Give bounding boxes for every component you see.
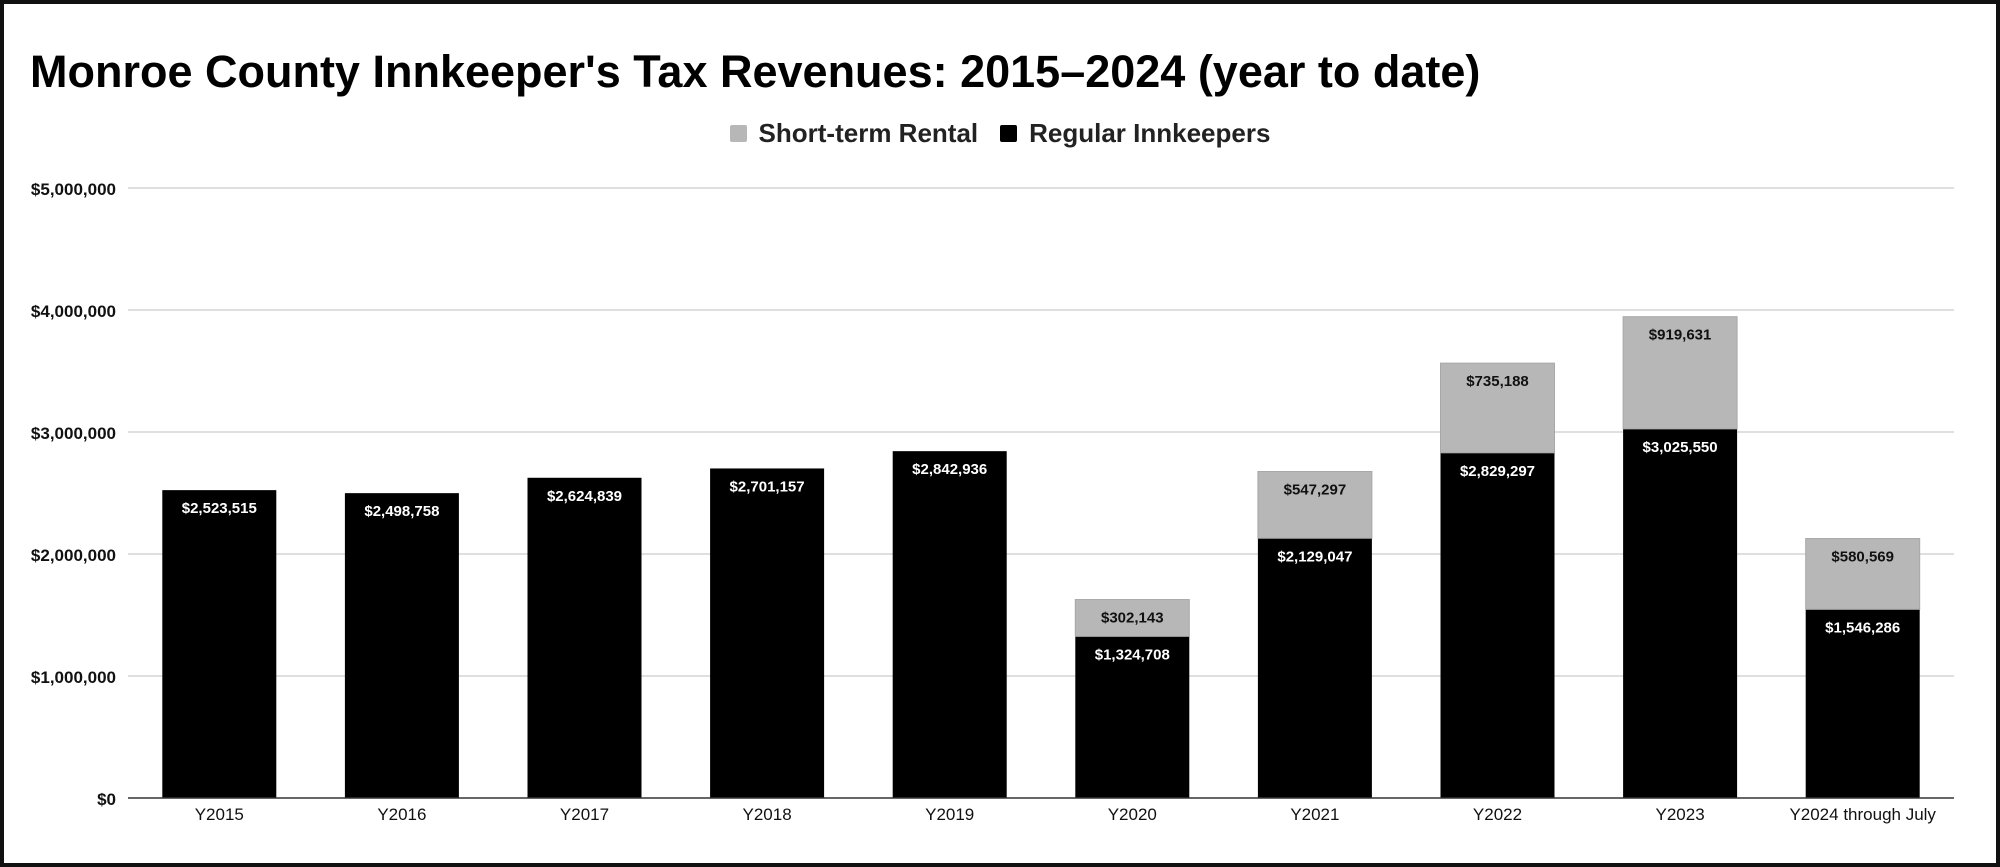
- x-tick-label: Y2022: [1473, 805, 1522, 824]
- x-tick-label: Y2017: [560, 805, 609, 824]
- bar-regular-innkeepers: [892, 451, 1007, 798]
- data-label-short-term-rental: $735,188: [1466, 373, 1529, 390]
- x-tick-label: Y2019: [925, 805, 974, 824]
- x-tick-label: Y2020: [1108, 805, 1157, 824]
- data-label-regular-innkeepers: $2,829,297: [1460, 463, 1535, 480]
- data-label-short-term-rental: $580,569: [1831, 549, 1894, 566]
- bar-short-term-rental: [1257, 470, 1373, 539]
- data-label-regular-innkeepers: $2,498,758: [364, 503, 439, 520]
- y-tick-label: $2,000,000: [31, 546, 116, 565]
- data-label-regular-innkeepers: $1,546,286: [1825, 619, 1900, 636]
- bar-regular-innkeepers: [1805, 609, 1920, 798]
- data-label-short-term-rental: $302,143: [1101, 610, 1164, 627]
- legend-label-short-term-rental: Short-term Rental: [758, 118, 979, 148]
- legend-swatch-short-term-rental: [729, 125, 747, 142]
- bar-regular-innkeepers: [1440, 452, 1555, 798]
- legend-entry-regular-innkeepers: Regular Innkeepers: [1000, 118, 1270, 149]
- bar-regular-innkeepers: [344, 493, 459, 798]
- data-label-regular-innkeepers: $2,842,936: [912, 461, 987, 478]
- bar-regular-innkeepers: [527, 477, 642, 798]
- data-label-regular-innkeepers: $2,523,515: [182, 500, 257, 517]
- data-label-regular-innkeepers: $3,025,550: [1643, 439, 1718, 456]
- bar-short-term-rental: [1622, 316, 1738, 430]
- bar-regular-innkeepers: [1075, 636, 1190, 798]
- bar-regular-innkeepers: [1257, 538, 1372, 798]
- data-label-regular-innkeepers: $2,701,157: [730, 478, 805, 495]
- data-label-regular-innkeepers: $2,624,839: [547, 488, 622, 505]
- x-tick-label: Y2024 through July: [1789, 805, 1936, 824]
- y-tick-label: $3,000,000: [31, 424, 116, 443]
- data-label-short-term-rental: $547,297: [1284, 481, 1347, 498]
- chart-legend: Short-term Rental Regular Innkeepers: [0, 118, 2000, 149]
- bar-short-term-rental: [1440, 362, 1555, 454]
- x-tick-label: Y2021: [1290, 805, 1339, 824]
- x-tick-label: Y2023: [1656, 805, 1705, 824]
- x-tick-label: Y2016: [377, 805, 426, 824]
- y-tick-label: $4,000,000: [31, 302, 116, 321]
- bar-regular-innkeepers: [162, 490, 277, 798]
- bar-short-term-rental: [1805, 538, 1921, 610]
- chart-title: Monroe County Innkeeper's Tax Revenues: …: [30, 46, 1481, 97]
- y-tick-label: $1,000,000: [31, 668, 116, 687]
- bar-regular-innkeepers: [710, 468, 825, 798]
- x-tick-label: Y2015: [195, 805, 244, 824]
- bar-short-term-rental: [1074, 599, 1190, 637]
- data-label-regular-innkeepers: $2,129,047: [1277, 548, 1352, 565]
- y-tick-label: $5,000,000: [31, 180, 116, 199]
- data-label-regular-innkeepers: $1,324,708: [1095, 646, 1170, 663]
- x-tick-label: Y2018: [743, 805, 792, 824]
- legend-swatch-regular-innkeepers: [1000, 125, 1018, 142]
- data-label-short-term-rental: $919,631: [1649, 327, 1712, 344]
- bar-regular-innkeepers: [1623, 428, 1738, 798]
- legend-label-regular-innkeepers: Regular Innkeepers: [1029, 118, 1271, 148]
- legend-entry-short-term-rental: Short-term Rental: [729, 118, 979, 149]
- y-tick-label: $0: [97, 790, 116, 809]
